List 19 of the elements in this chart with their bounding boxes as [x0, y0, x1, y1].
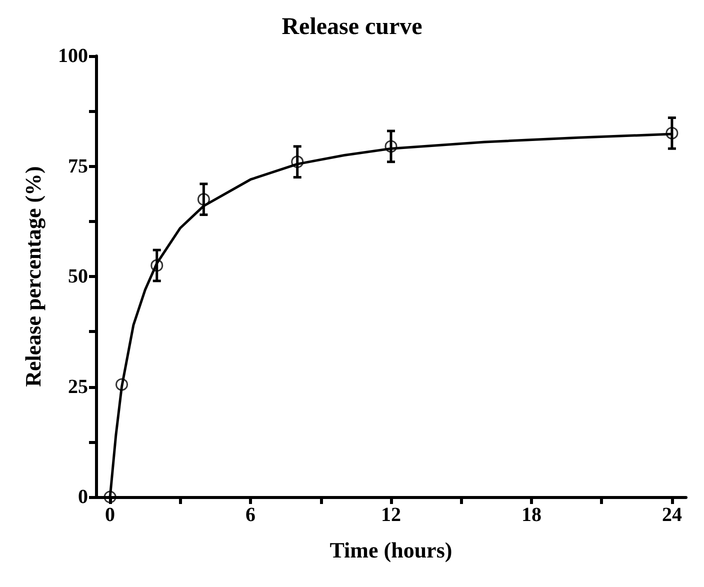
point — [116, 378, 128, 391]
y-tick-label: 0 — [78, 486, 88, 508]
chart-title: Release curve — [282, 14, 423, 40]
y-tick-label: 50 — [68, 266, 88, 288]
point — [197, 193, 210, 206]
y-axis-title: Release percentage (%) — [20, 166, 46, 387]
x-axis-title: Time (hours) — [330, 538, 452, 562]
y-tick-label: 100 — [58, 45, 88, 67]
x-tick-label: 24 — [662, 504, 682, 526]
point — [666, 126, 678, 140]
y-tick-label: 75 — [68, 155, 88, 178]
x-tick-label: 0 — [105, 504, 116, 526]
x-tick-label: 6 — [246, 504, 256, 526]
point — [291, 156, 304, 168]
point — [384, 140, 398, 153]
y-tick-label: 25 — [68, 376, 88, 398]
x-tick-label: 12 — [381, 504, 401, 526]
point — [150, 259, 164, 272]
x-tick-label: 18 — [521, 504, 542, 526]
